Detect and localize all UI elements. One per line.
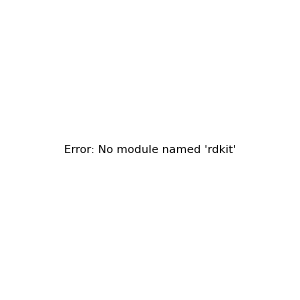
Text: Error: No module named 'rdkit': Error: No module named 'rdkit'	[64, 145, 236, 155]
